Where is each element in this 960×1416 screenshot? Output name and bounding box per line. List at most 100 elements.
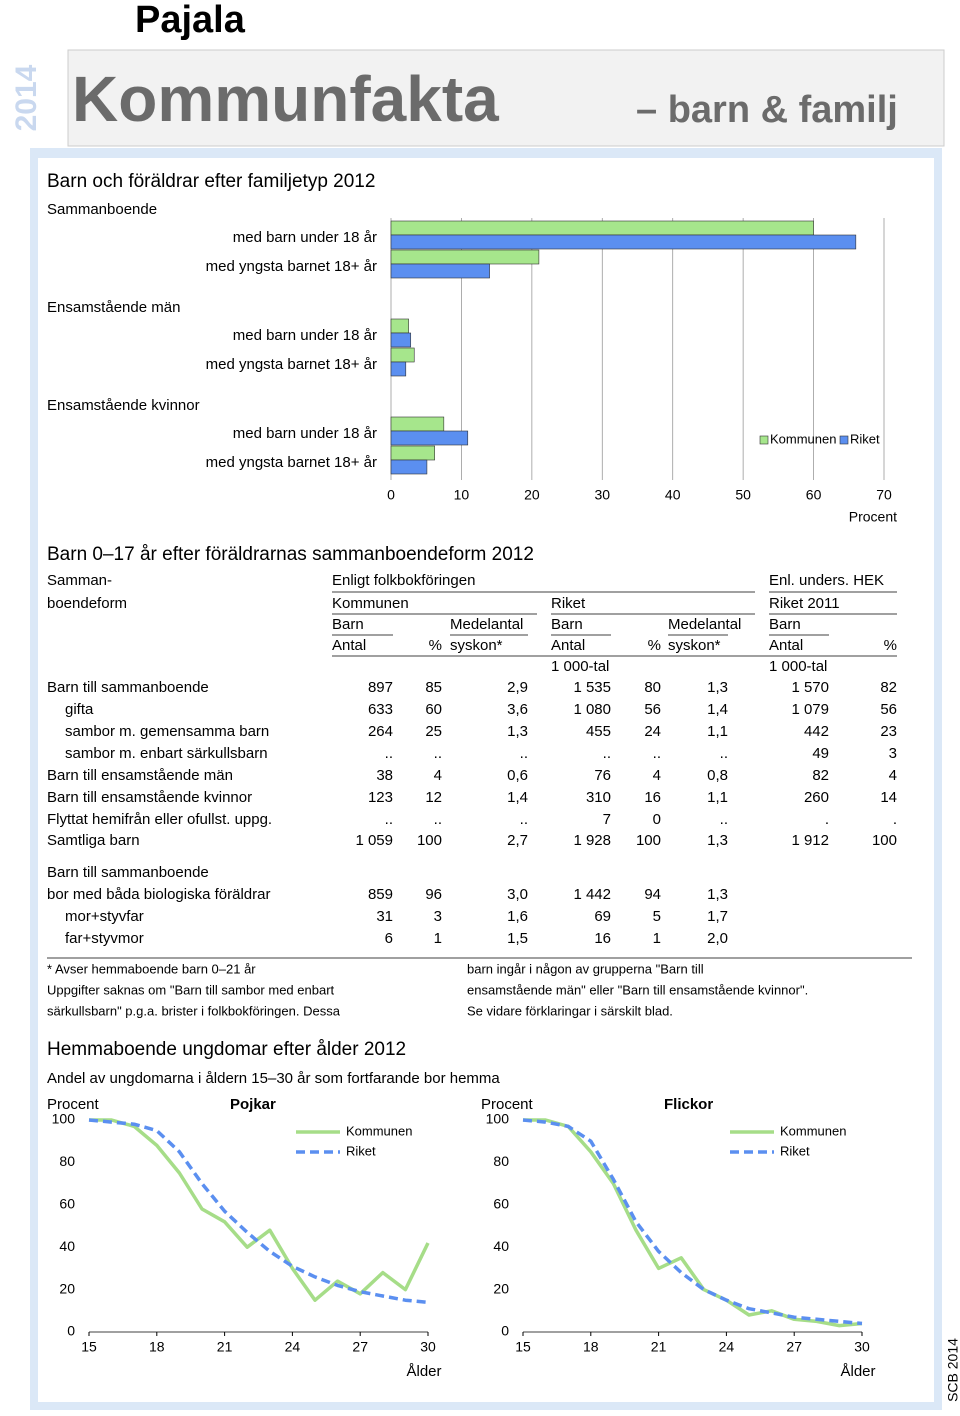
x-tick-label: 50	[735, 487, 751, 503]
table-header: Medelantal	[668, 616, 741, 633]
chart-title: Pojkar	[230, 1096, 276, 1113]
x-tick-label: 70	[876, 487, 892, 503]
table-cell: 1 535	[573, 679, 611, 696]
table-header: 1 000-tal	[769, 658, 827, 675]
legend-label: Riket	[346, 1143, 376, 1158]
group-label: Ensamstående kvinnor	[47, 397, 200, 414]
category-label: med yngsta barnet 18+ år	[206, 454, 377, 471]
table-cell: 1,4	[507, 789, 528, 806]
banner-box	[67, 49, 945, 147]
table-cell: 2,0	[707, 930, 728, 947]
table-header: Barn	[332, 616, 364, 633]
table-cell: 80	[644, 679, 661, 696]
table-cell: ..	[385, 811, 393, 828]
bar	[390, 249, 540, 265]
footnote: ensamstående män" eller "Barn till ensam…	[467, 982, 808, 997]
table-header: %	[648, 637, 661, 654]
table-cell: 1,1	[707, 723, 728, 740]
banner-subtitle: – barn & familj	[636, 89, 898, 131]
row-label: Barn till sammanboende	[47, 679, 209, 696]
row-label: Samtliga barn	[47, 832, 140, 849]
row-label: sambor m. gemensamma barn	[65, 723, 269, 740]
bar	[390, 416, 445, 432]
table-cell: 76	[594, 767, 611, 784]
table-header: Medelantal	[450, 616, 523, 633]
bar	[390, 220, 814, 236]
group-label: Ensamstående män	[47, 299, 180, 316]
x-tick-label: 21	[217, 1339, 233, 1355]
table-cell: 6	[385, 930, 393, 947]
table-header: Kommunen	[332, 595, 409, 612]
table-cell: 100	[872, 832, 897, 849]
table-cell: 1,3	[707, 832, 728, 849]
table-cell: 1	[434, 930, 442, 947]
table-cell: 100	[636, 832, 661, 849]
table-cell: 2,9	[507, 679, 528, 696]
category-label: med yngsta barnet 18+ år	[206, 356, 377, 373]
line-series	[88, 1118, 429, 1305]
x-tick-label: 0	[387, 487, 395, 503]
legend-label: Riket	[850, 431, 880, 446]
bar	[390, 263, 490, 279]
y-tick-label: 20	[59, 1280, 75, 1296]
bar	[390, 361, 407, 377]
table-header: syskon*	[450, 637, 503, 654]
table-cell: 1 080	[573, 701, 611, 718]
table-cell: 1 912	[791, 832, 829, 849]
table-cell: 2,7	[507, 832, 528, 849]
footnote: barn ingår i någon av grupperna "Barn ti…	[467, 961, 704, 976]
table-cell: 12	[425, 789, 442, 806]
table-cell: 1 570	[791, 679, 829, 696]
table-cell: 1,4	[707, 701, 728, 718]
table-cell: ..	[434, 745, 442, 762]
x-tick-label: 18	[583, 1339, 599, 1355]
y-tick-label: 80	[493, 1153, 509, 1169]
table-cell: 24	[644, 723, 661, 740]
y-tick-label: 40	[493, 1238, 509, 1254]
table-cell: 82	[880, 679, 897, 696]
table-cell: 633	[368, 701, 393, 718]
table-cell: ..	[653, 745, 661, 762]
section-subtitle: Andel av ungdomarna i åldern 15–30 år so…	[47, 1070, 500, 1087]
row-label: Barn till sammanboende	[47, 864, 209, 881]
x-tick-label: 24	[285, 1339, 301, 1355]
y-tick-label: 80	[59, 1153, 75, 1169]
table-cell: 1	[653, 930, 661, 947]
section-title: Hemmaboende ungdomar efter ålder 2012	[47, 1039, 406, 1060]
bar	[390, 332, 412, 348]
content-panel	[38, 158, 934, 1402]
table-header: 1 000-tal	[551, 658, 609, 675]
table-cell: 60	[425, 701, 442, 718]
banner-title: Kommunfakta	[72, 63, 499, 135]
x-tick-label: 60	[806, 487, 822, 503]
table-cell: .	[893, 811, 897, 828]
line-series	[522, 1118, 863, 1326]
footnote: * Avser hemmaboende barn 0–21 år	[47, 961, 256, 976]
table-cell: 1,7	[707, 908, 728, 925]
bar	[390, 234, 857, 250]
row-label: sambor m. enbart särkullsbarn	[65, 745, 268, 762]
table-cell: 3	[434, 908, 442, 925]
legend-swatch	[839, 435, 849, 445]
table-cell: .	[825, 811, 829, 828]
x-tick-label: 30	[854, 1339, 870, 1355]
table-cell: 56	[644, 701, 661, 718]
x-tick-label: 40	[665, 487, 681, 503]
legend-label: Kommunen	[780, 1123, 846, 1138]
x-axis-label: Ålder	[406, 1363, 441, 1380]
table-cell: 7	[603, 811, 611, 828]
y-tick-label: 100	[486, 1111, 510, 1127]
table-cell: 1,3	[707, 679, 728, 696]
table-cell: 1,6	[507, 908, 528, 925]
x-tick-label: 21	[651, 1339, 667, 1355]
table-cell: 0,8	[707, 767, 728, 784]
legend-label: Riket	[780, 1143, 810, 1158]
bar	[390, 459, 428, 475]
year-badge: 2014	[10, 64, 43, 131]
footer: SCB 2014	[945, 1338, 960, 1402]
x-tick-label: 27	[352, 1339, 368, 1355]
table-cell: 25	[425, 723, 442, 740]
y-axis-label: Procent	[47, 1096, 100, 1113]
table-cell: ..	[434, 811, 442, 828]
